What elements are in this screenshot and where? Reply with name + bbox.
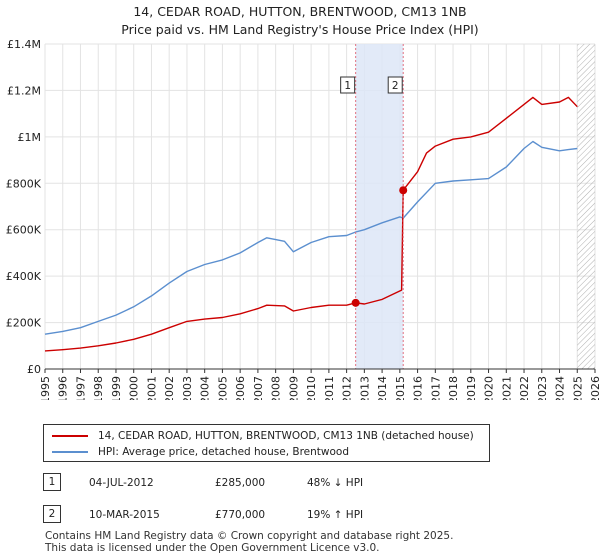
x-tick-label: 2009	[287, 376, 300, 400]
x-tick-label: 2010	[305, 376, 318, 400]
x-tick-label: 2026	[589, 376, 600, 400]
x-tick-label: 2017	[429, 376, 442, 400]
transaction-hpi: 48% ↓ HPI	[307, 477, 364, 489]
transaction-number: 2	[43, 505, 61, 523]
transaction-badge-box	[387, 76, 403, 94]
transaction-date: 04-JUL-2012	[89, 477, 154, 489]
x-tick-label: 2006	[234, 376, 247, 400]
transaction-badge-box	[340, 76, 356, 94]
price-chart: 1 2 £0 £200K £400K £600K £800K £1M £1.2M £1.4M 19…	[6, 38, 600, 400]
x-tick-label: 2008	[270, 376, 283, 400]
x-tick-label: 2025	[571, 376, 584, 400]
transaction-date: 10-MAR-2015	[89, 509, 160, 521]
y-tick-label: £400K	[6, 270, 42, 283]
x-tick-label: 2000	[128, 376, 141, 400]
x-tick-label: 2022	[518, 376, 531, 400]
x-tick-label: 2023	[536, 376, 549, 400]
y-tick-label: £1.4M	[7, 38, 41, 51]
property-price-line	[44, 96, 578, 352]
x-tick-label: 2003	[181, 376, 194, 400]
y-tick-label: £600K	[6, 224, 42, 237]
transaction-badge-label: 1	[344, 80, 351, 92]
legend-label-hpi: HPI: Average price, detached house, Bren…	[98, 446, 349, 458]
hpi-line-swatch	[52, 451, 88, 453]
x-tick-label: 1996	[57, 376, 70, 400]
transaction-price: £770,000	[215, 509, 266, 521]
transaction-badge-label: 2	[392, 80, 399, 92]
x-tick-label: 2020	[483, 376, 496, 400]
future-hatch	[577, 44, 595, 369]
x-tick-label: 2024	[554, 376, 567, 400]
transaction-price: £285,000	[215, 477, 266, 489]
legend-label-property: 14, CEDAR ROAD, HUTTON, BRENTWOOD, CM13 …	[98, 430, 474, 442]
x-tick-label: 1999	[110, 376, 123, 400]
x-tick-label: 2013	[358, 376, 371, 400]
chart-subtitle: Price paid vs. HM Land Registry's House …	[121, 22, 479, 37]
legend: 14, CEDAR ROAD, HUTTON, BRENTWOOD, CM13 …	[43, 424, 490, 462]
x-tick-label: 2019	[465, 376, 478, 400]
x-tick-label: 2001	[145, 376, 158, 400]
x-tick-label: 2015	[394, 376, 407, 400]
x-tick-label: 2016	[412, 376, 425, 400]
hpi-line	[44, 140, 578, 335]
x-tick-label: 2002	[163, 376, 176, 400]
y-tick-label: £0	[27, 363, 41, 376]
x-tick-label: 2007	[252, 376, 265, 400]
y-tick-label: £1.2M	[7, 84, 41, 97]
transaction-number: 1	[43, 473, 61, 491]
footer-copyright: Contains HM Land Registry data © Crown c…	[45, 530, 454, 542]
y-tick-label: £800K	[6, 177, 42, 190]
property-line-swatch	[52, 435, 88, 437]
y-tick-label: £1M	[18, 131, 42, 144]
x-tick-label: 1998	[92, 376, 105, 400]
x-tick-label: 2012	[341, 376, 354, 400]
footer-licence: This data is licensed under the Open Gov…	[45, 542, 380, 554]
transaction-hpi: 19% ↑ HPI	[307, 509, 364, 521]
y-tick-label: £200K	[6, 317, 42, 330]
x-tick-label: 1995	[39, 376, 52, 400]
plot-area	[45, 44, 595, 369]
x-tick-label: 2018	[447, 376, 460, 400]
x-tick-label: 1997	[74, 376, 87, 400]
x-tick-label: 2014	[376, 376, 389, 400]
chart-title: 14, CEDAR ROAD, HUTTON, BRENTWOOD, CM13 …	[133, 4, 467, 19]
x-tick-label: 2004	[199, 376, 212, 400]
transaction-point	[351, 298, 360, 307]
transaction-point	[399, 186, 408, 195]
x-tick-label: 2005	[216, 376, 229, 400]
x-tick-label: 2011	[323, 376, 336, 400]
x-tick-label: 2021	[500, 376, 513, 400]
between-sales-shade	[355, 44, 404, 369]
